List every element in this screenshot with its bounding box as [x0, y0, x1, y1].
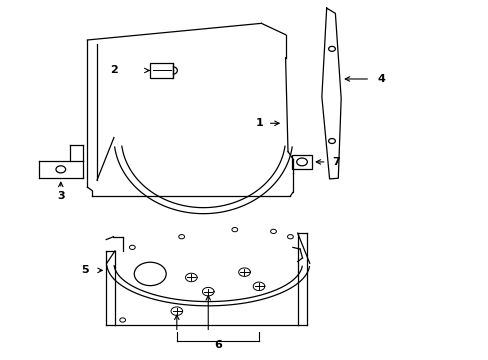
- Circle shape: [231, 228, 237, 232]
- Text: 4: 4: [377, 74, 385, 84]
- Circle shape: [287, 235, 293, 239]
- Circle shape: [120, 318, 125, 322]
- Circle shape: [328, 139, 335, 144]
- Circle shape: [270, 229, 276, 234]
- Text: 1: 1: [256, 118, 264, 128]
- Text: 3: 3: [57, 191, 64, 201]
- Circle shape: [129, 245, 135, 249]
- Bar: [291, 155, 311, 168]
- Circle shape: [328, 46, 335, 51]
- Text: 5: 5: [81, 265, 89, 275]
- Circle shape: [134, 262, 166, 285]
- Circle shape: [179, 235, 184, 239]
- Text: 6: 6: [214, 340, 222, 350]
- Circle shape: [56, 166, 65, 173]
- Bar: [150, 63, 173, 78]
- Text: 7: 7: [332, 157, 340, 167]
- Text: 2: 2: [110, 66, 118, 76]
- Polygon shape: [321, 8, 341, 179]
